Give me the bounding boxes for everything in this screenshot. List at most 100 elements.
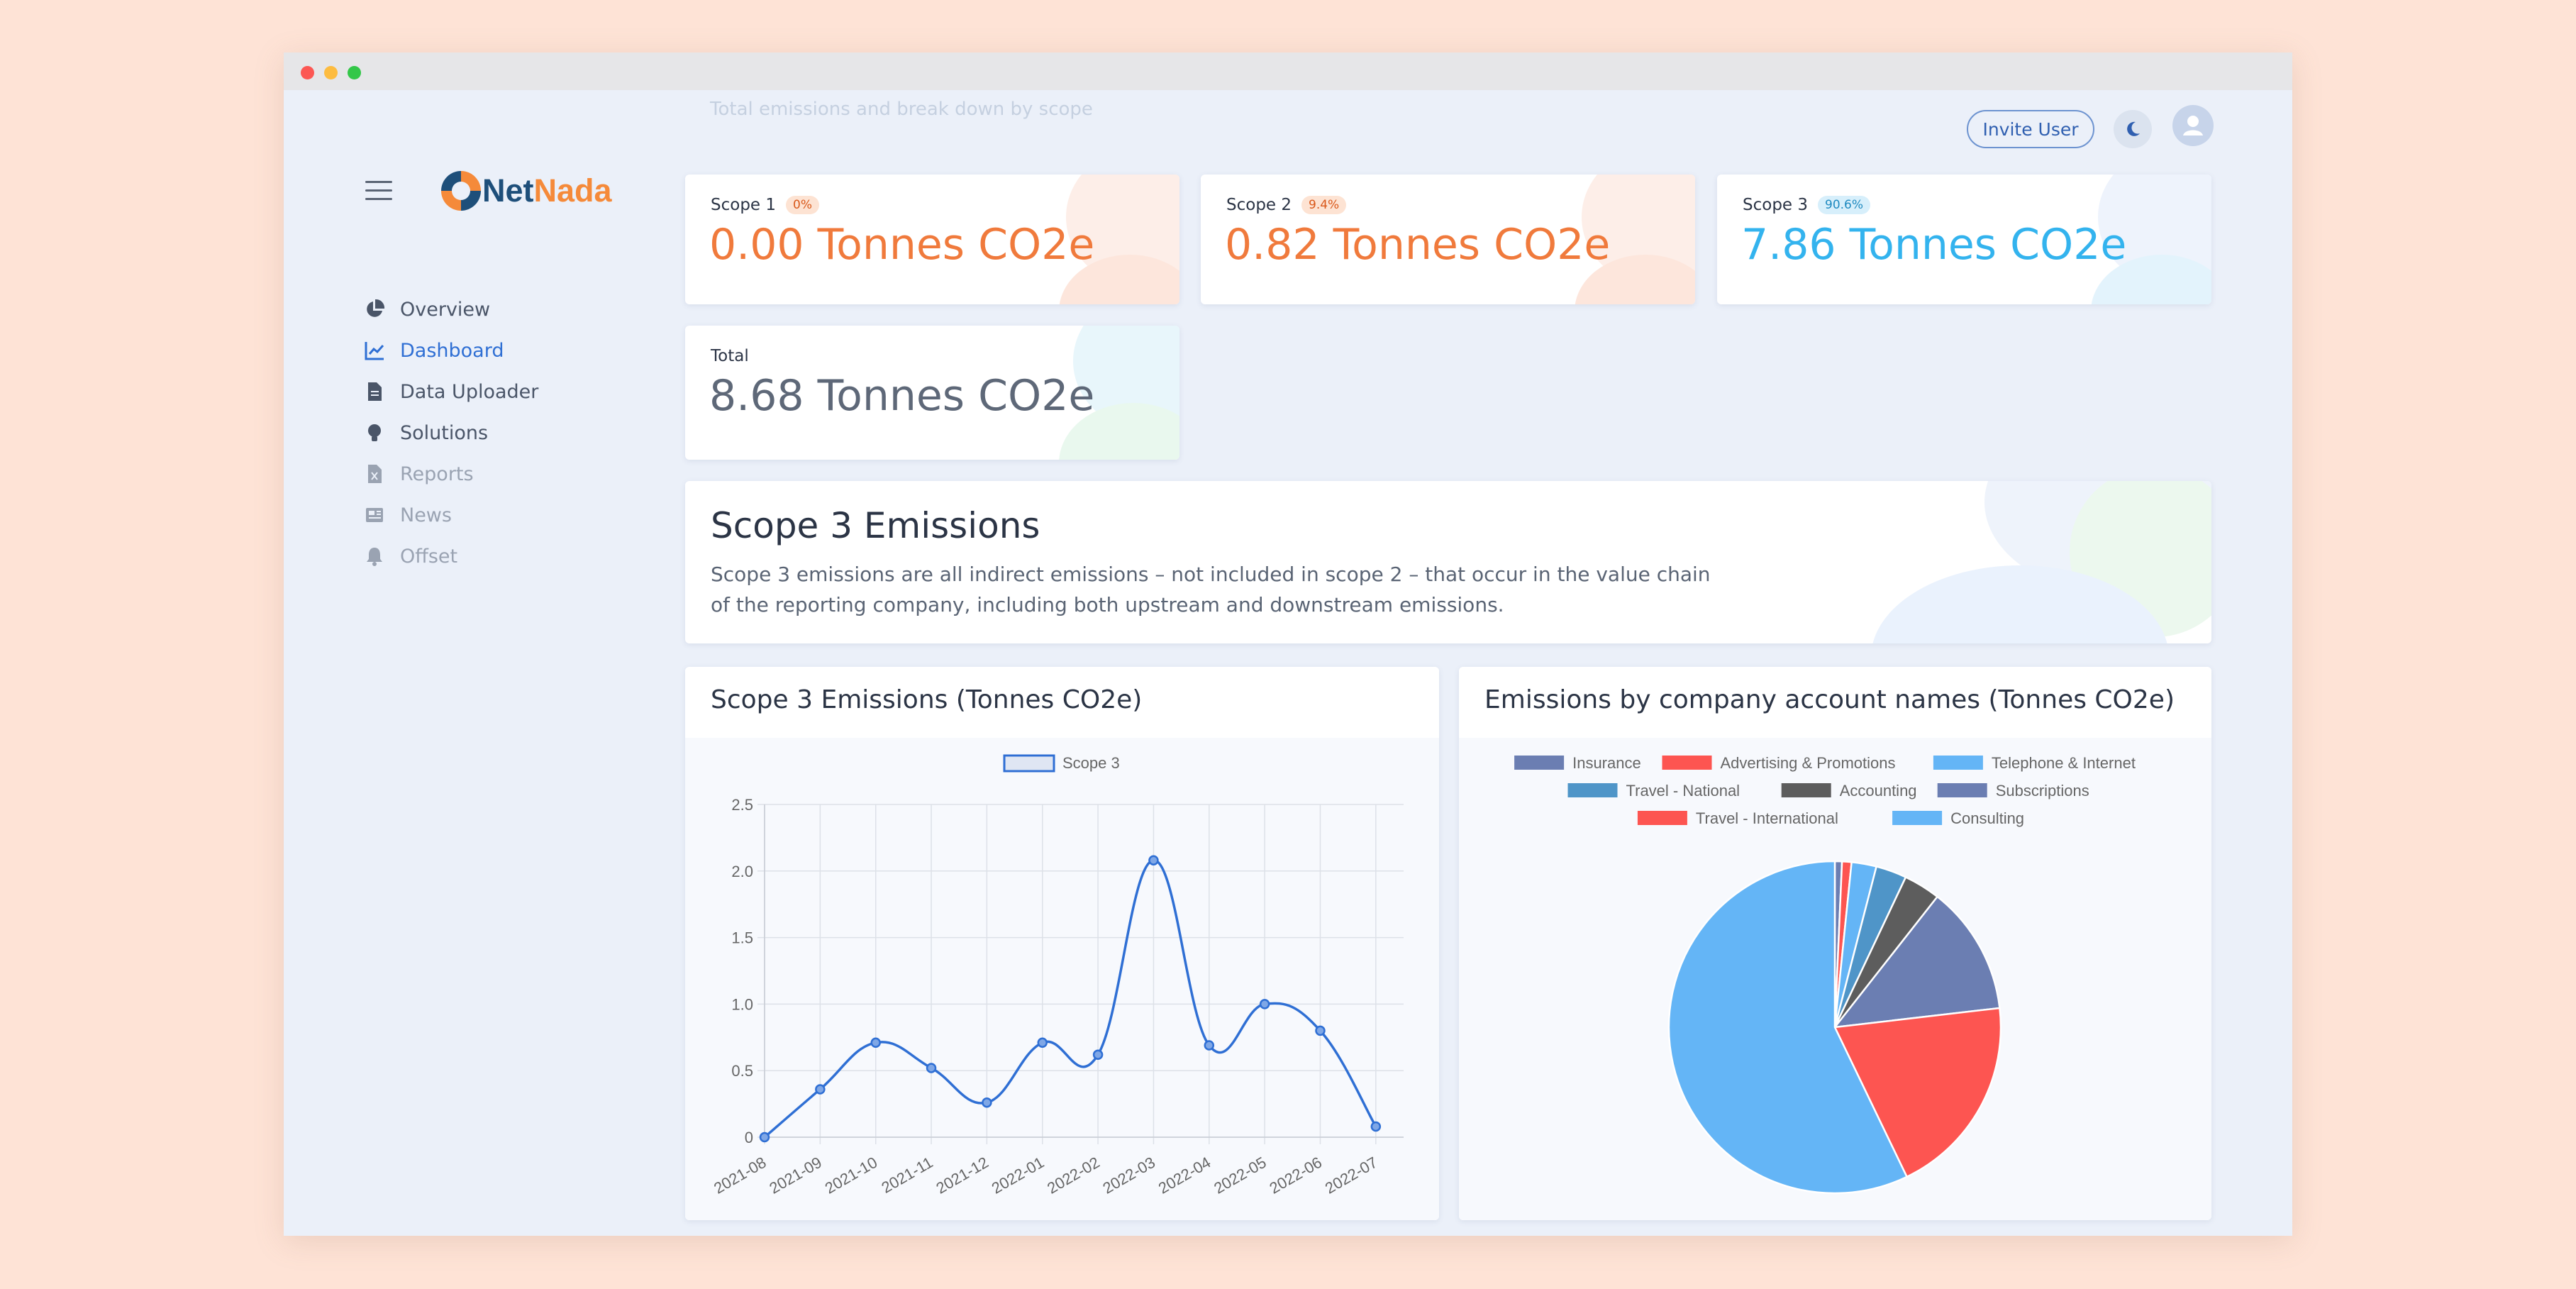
sidebar-nav: Overview Dashboard Data Uploader xyxy=(363,289,704,577)
pie-chart-card: Emissions by company account names (Tonn… xyxy=(1459,667,2211,1220)
legend-label: Consulting xyxy=(1950,809,2024,827)
sidebar-item-offset[interactable]: Offset xyxy=(363,536,704,577)
x-tick-label: 2022-01 xyxy=(989,1154,1047,1197)
scope3-line-chart-card: Scope 3 Emissions (Tonnes CO2e) Scope 3 0… xyxy=(685,667,1439,1220)
pie-chart-icon xyxy=(363,298,386,321)
scope1-value: 0.00 Tonnes CO2e xyxy=(709,220,1095,270)
moon-icon[interactable] xyxy=(2114,110,2152,148)
x-tick-label: 2022-02 xyxy=(1044,1154,1102,1197)
series-line-scope3 xyxy=(763,859,1377,1139)
window-maximize-button[interactable] xyxy=(348,66,361,79)
scope3-title: Scope 3 Emissions xyxy=(711,505,1040,546)
app-name: NetNada xyxy=(482,172,612,209)
y-tick-label: 1.5 xyxy=(731,929,753,947)
legend-label: Advertising & Promotions xyxy=(1721,754,1896,772)
legend-label: Subscriptions xyxy=(1996,782,2089,800)
data-point xyxy=(1204,1040,1215,1051)
x-tick-label: 2021-12 xyxy=(933,1154,991,1197)
legend-swatch xyxy=(1003,754,1055,773)
pie-slice xyxy=(1667,860,1909,1195)
scope3-line-chart: Scope 300.51.01.52.02.52021-082021-09202… xyxy=(711,754,1404,1197)
legend-swatch xyxy=(1933,756,1983,770)
legend-swatch xyxy=(1637,811,1687,825)
page-subtitle: Total emissions and break down by scope xyxy=(710,99,1093,120)
x-tick-label: 2021-10 xyxy=(822,1154,880,1197)
total-label: Total xyxy=(711,347,749,365)
x-tick-label: 2022-04 xyxy=(1155,1154,1214,1197)
app-window: NetNada Overview Dashboard Data Uploader xyxy=(284,52,2292,1236)
sidebar-item-data-uploader[interactable]: Data Uploader xyxy=(363,371,704,412)
sidebar-item-solutions[interactable]: Solutions xyxy=(363,412,704,453)
sidebar-item-reports[interactable]: Reports xyxy=(363,453,704,494)
x-tick-label: 2022-07 xyxy=(1322,1154,1380,1197)
scope2-card: Scope 2 9.4% 0.82 Tonnes CO2e xyxy=(1201,175,1695,304)
menu-toggle-icon[interactable] xyxy=(365,181,392,201)
legend-label: Accounting xyxy=(1840,782,1917,800)
x-tick-label: 2021-09 xyxy=(766,1154,824,1197)
y-tick-label: 1.0 xyxy=(731,995,753,1013)
scope3-description: Scope 3 emissions are all indirect emiss… xyxy=(711,563,1711,616)
x-tick-label: 2021-11 xyxy=(879,1154,936,1197)
scope2-label: Scope 2 xyxy=(1226,196,1292,214)
data-point xyxy=(1259,999,1270,1009)
legend-swatch xyxy=(1892,811,1943,825)
bell-icon xyxy=(363,545,386,568)
legend-swatch xyxy=(1662,756,1712,770)
window-close-button[interactable] xyxy=(301,66,314,79)
scope1-card: Scope 1 0% 0.00 Tonnes CO2e xyxy=(685,175,1179,304)
logo-mark-icon xyxy=(441,171,481,211)
pie-slice xyxy=(1833,1007,2002,1178)
data-point xyxy=(759,1132,770,1143)
scope3-card: Scope 3 90.6% 7.86 Tonnes CO2e xyxy=(1717,175,2211,304)
scope1-badge: 0% xyxy=(786,196,819,214)
avatar[interactable] xyxy=(2172,105,2214,146)
window-minimize-button[interactable] xyxy=(324,66,338,79)
line-chart-icon xyxy=(363,339,386,362)
scope2-badge: 9.4% xyxy=(1301,196,1347,214)
invite-user-button[interactable]: Invite User xyxy=(1967,110,2094,148)
newspaper-icon xyxy=(363,504,386,526)
data-point xyxy=(1148,855,1159,866)
legend-swatch xyxy=(1567,783,1618,797)
sidebar-item-dashboard[interactable]: Dashboard xyxy=(363,330,704,371)
total-card: Total 8.68 Tonnes CO2e xyxy=(685,326,1179,460)
pie-chart-title: Emissions by company account names (Tonn… xyxy=(1484,685,2175,714)
legend-label: Insurance xyxy=(1572,754,1641,772)
window-titlebar xyxy=(284,52,2292,90)
user-icon xyxy=(2183,116,2203,135)
legend-label: Travel - National xyxy=(1626,782,1741,800)
sidebar-item-news[interactable]: News xyxy=(363,494,704,536)
y-tick-label: 0 xyxy=(745,1129,753,1146)
data-point xyxy=(1315,1025,1326,1036)
lightbulb-icon xyxy=(363,421,386,444)
app-logo[interactable]: NetNada xyxy=(441,168,612,214)
legend-label: Travel - International xyxy=(1696,809,1838,827)
sidebar: NetNada Overview Dashboard Data Uploader xyxy=(284,90,701,1236)
line-chart-title: Scope 3 Emissions (Tonnes CO2e) xyxy=(711,685,1143,714)
legend-label: Telephone & Internet xyxy=(1992,754,2136,772)
data-point xyxy=(926,1063,937,1073)
data-point xyxy=(870,1037,881,1049)
data-point xyxy=(1370,1121,1382,1132)
sidebar-item-overview[interactable]: Overview xyxy=(363,289,704,330)
pie-slice xyxy=(1833,895,2001,1029)
data-point xyxy=(1092,1049,1104,1060)
legend-swatch xyxy=(1937,783,1987,797)
y-tick-label: 0.5 xyxy=(731,1062,753,1080)
emissions-pie-chart: Insurance Advertising & Promotions Telepho… xyxy=(1514,754,2136,1195)
x-tick-label: 2022-06 xyxy=(1267,1154,1325,1197)
page-header: Total emissions and break down by scope xyxy=(667,90,2292,175)
x-tick-label: 2022-03 xyxy=(1100,1154,1158,1197)
scope2-value: 0.82 Tonnes CO2e xyxy=(1225,220,1611,270)
x-tick-label: 2022-05 xyxy=(1211,1154,1269,1197)
data-point xyxy=(982,1097,992,1108)
scope3-badge: 90.6% xyxy=(1818,196,1871,214)
scope3-label: Scope 3 xyxy=(1743,196,1809,214)
y-tick-label: 2.0 xyxy=(731,863,753,880)
legend-swatch xyxy=(1514,756,1565,770)
scope1-label: Scope 1 xyxy=(711,196,777,214)
file-icon xyxy=(363,380,386,403)
x-tick-label: 2021-08 xyxy=(711,1154,769,1197)
scope3-value: 7.86 Tonnes CO2e xyxy=(1741,220,2127,270)
total-value: 8.68 Tonnes CO2e xyxy=(709,371,1095,421)
